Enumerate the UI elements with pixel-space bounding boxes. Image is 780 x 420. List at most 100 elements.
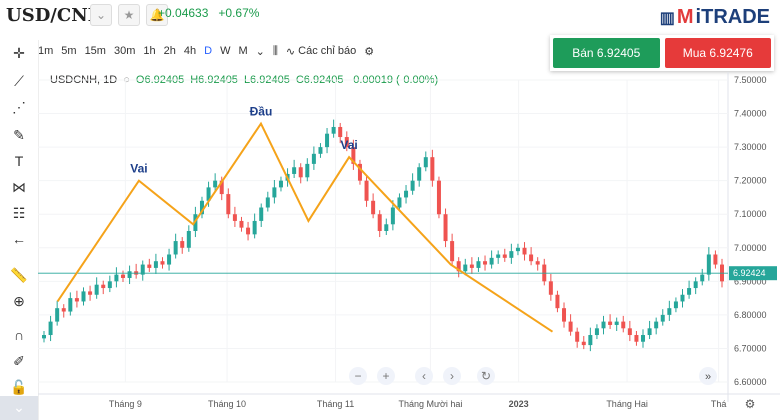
candle-body [305, 163, 310, 178]
chevron-down-icon[interactable]: ⌄ [90, 4, 112, 26]
scroll-left-icon[interactable] [415, 367, 433, 385]
candle-body [588, 335, 593, 346]
interval-d[interactable]: D [204, 45, 213, 57]
candle-body [423, 157, 428, 168]
text-icon[interactable]: T [14, 153, 24, 169]
scroll-right-icon[interactable] [443, 367, 461, 385]
candle-body [265, 197, 270, 208]
lock-draw-icon[interactable]: ✐ [13, 352, 25, 369]
trendline-icon[interactable]: ⟋ [14, 72, 24, 89]
candle-body [575, 331, 580, 342]
y-tick-label: 7.30000 [734, 142, 767, 152]
y-tick-label: 6.90000 [734, 276, 767, 286]
fib-icon[interactable]: ⋰ [12, 98, 26, 115]
candle-body [489, 257, 494, 265]
candle-body [246, 227, 251, 235]
interval-1m[interactable]: 1m [38, 45, 54, 57]
candle-body [74, 298, 79, 302]
zoom-in-icon[interactable]: ⊕ [13, 292, 25, 309]
candle-body [213, 180, 218, 188]
candle-body [713, 254, 718, 265]
lock-icon[interactable]: 🔓 [10, 378, 28, 395]
sell-button[interactable]: Bán 6.92405 [553, 38, 660, 68]
candle-body [107, 281, 112, 289]
pattern-annotation: Vai [340, 138, 357, 152]
pattern-annotation: Đầu [250, 105, 273, 119]
candle-body [627, 328, 632, 336]
crosshair-icon[interactable]: ✛ [13, 44, 25, 61]
brush-icon[interactable]: ✎ [13, 126, 25, 143]
candle-body [292, 167, 297, 174]
candle-body [55, 308, 60, 322]
scroll-to-end-icon: » [705, 371, 711, 383]
candle-body [68, 298, 73, 312]
candle-body [219, 180, 224, 195]
zoom-out-icon[interactable] [349, 367, 367, 385]
candle-body [153, 261, 158, 268]
logo-mark-icon: ▥ [659, 9, 675, 27]
interval-30m[interactable]: 30m [113, 45, 136, 57]
interval-w[interactable]: W [220, 45, 231, 57]
chevron-down-icon[interactable]: ⌄ [255, 45, 265, 58]
candle-body [660, 314, 665, 322]
candle-body [535, 261, 540, 265]
collapse-toolbar-button[interactable]: ⌄ [0, 396, 38, 420]
x-tick-label: Tháng 10 [208, 399, 246, 409]
interval-4h[interactable]: 4h [183, 45, 197, 57]
candle-body [562, 308, 567, 322]
buy-button[interactable]: Mua 6.92476 [664, 38, 771, 68]
reset-icon[interactable] [477, 367, 495, 385]
candle-body [384, 224, 389, 231]
indicators-button[interactable]: ∿ Các chỉ báo [286, 45, 356, 58]
candle-body [357, 163, 362, 181]
ruler-icon[interactable]: 📏 [10, 266, 28, 283]
candles-icon[interactable]: ⫼ [272, 44, 278, 57]
x-tick-label: Tháng 11 [317, 399, 354, 409]
candle-body [114, 274, 119, 282]
candle-body [364, 180, 369, 201]
candle-body [456, 261, 461, 272]
last-price-badge [729, 266, 777, 281]
chart-toolbar: 1m 5m 15m 30m 1h 2h 4h D W M ⌄ ⫼ ∿ Các c… [38, 40, 374, 62]
forecast-icon[interactable]: ☷ [12, 204, 26, 221]
bell-icon[interactable]: 🔔 [146, 4, 168, 26]
x-tick-label: Tháng 9 [109, 399, 142, 409]
trade-panel: Bán 6.92405 Mua 6.92476 [550, 35, 774, 71]
candle-body [272, 187, 277, 198]
candle-body [199, 200, 204, 215]
indicator-icon: ∿ [285, 45, 296, 58]
gear-icon[interactable]: ⚙ [364, 45, 375, 58]
candle-body [101, 284, 106, 289]
star-icon[interactable]: ★ [118, 4, 140, 26]
candle-body [371, 200, 376, 215]
candle-body [469, 264, 474, 268]
candle-body [706, 254, 711, 275]
scroll-right-icon-glyph: › [450, 369, 454, 383]
interval-1h[interactable]: 1h [143, 45, 156, 57]
candle-body [61, 308, 66, 312]
interval-15m[interactable]: 15m [84, 45, 106, 57]
y-tick-label: 6.70000 [734, 343, 767, 353]
price-chart[interactable]: 7.50000 7.40000 7.30000 7.20000 7.10000 7.000… [38, 72, 780, 420]
back-arrow-icon[interactable]: ← [12, 231, 26, 247]
interval-m[interactable]: M [238, 45, 248, 57]
magnet-icon[interactable]: ∩ [13, 327, 25, 343]
interval-5m[interactable]: 5m [61, 45, 77, 57]
y-tick-label: 7.40000 [734, 109, 767, 119]
interval-2h[interactable]: 2h [163, 45, 176, 57]
pattern-icon[interactable]: ⋈ [12, 178, 26, 195]
scroll-to-end-button[interactable] [699, 367, 717, 385]
candle-body [417, 167, 422, 181]
candle-body [351, 147, 356, 164]
indicators-label: Các chỉ báo [298, 45, 357, 57]
candle-body [483, 261, 488, 265]
zoom-in-icon[interactable] [377, 367, 395, 385]
last-price-label: 6.92424 [733, 268, 766, 278]
x-tick-label: 2023 [509, 399, 529, 409]
candle-body [252, 220, 257, 235]
symbol-title: USD/CNH [6, 5, 105, 26]
candle-body [687, 288, 692, 295]
chevron-down-icon: ⌄ [13, 399, 25, 415]
candle-body [496, 254, 501, 258]
